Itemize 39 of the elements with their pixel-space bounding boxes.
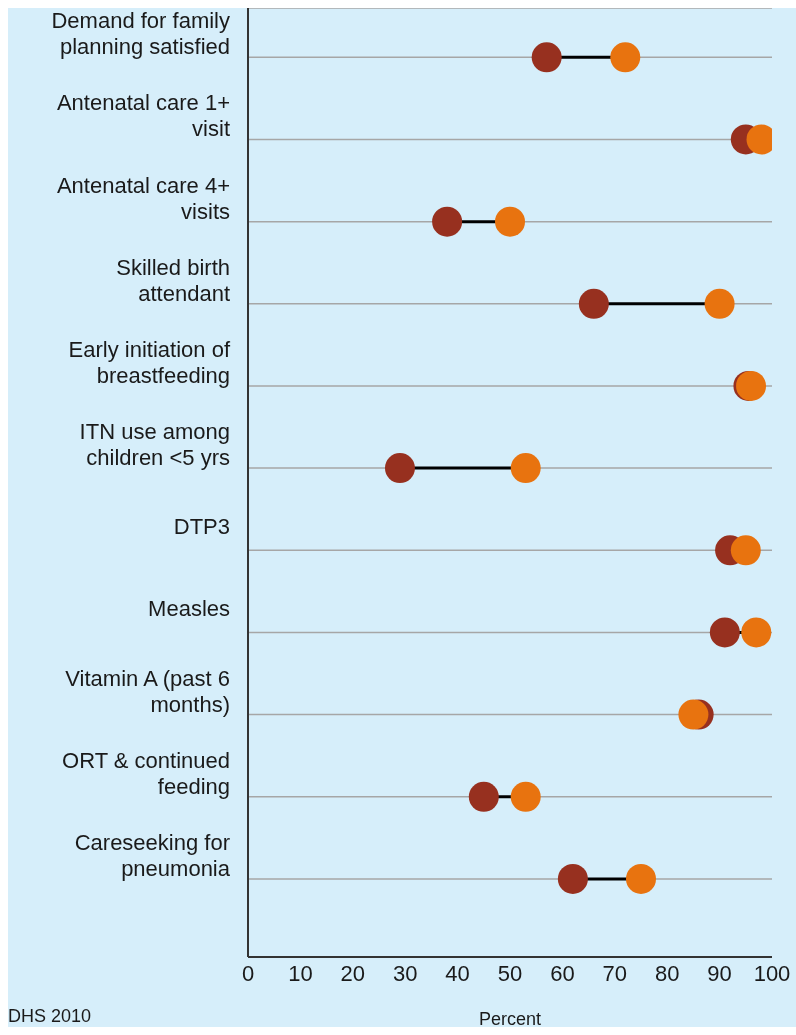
point (510, 453, 541, 484)
x-tick-label: 40 (445, 960, 470, 986)
x-tick-label: 0 (241, 960, 255, 986)
y-tick-label: Antenatal care 1+ visit (56, 90, 230, 142)
y-tick-label: Skilled birth attendant (116, 254, 230, 306)
point (704, 288, 735, 319)
text: DHS 2010 (8, 1006, 92, 1027)
x-axis-title: Percent (478, 1009, 542, 1029)
point (495, 206, 525, 237)
x-tick-label: 100 (753, 960, 791, 986)
y-tick-label: Vitamin A (past 6 months) (65, 665, 230, 717)
y-tick-label: Early initiation of breastfeeding (68, 336, 231, 388)
x-tick-label: 80 (654, 960, 680, 986)
point (510, 781, 541, 812)
point (557, 863, 588, 894)
x-tick-label: 90 (707, 960, 732, 986)
y-tick-label: DTP3 (173, 514, 230, 540)
x-tick-label: 10 (288, 960, 313, 986)
point (626, 863, 656, 894)
y-tick-label: Careseeking for pneumonia (74, 829, 231, 881)
y-tick-label: ITN use among children <5 yrs (79, 419, 230, 471)
y-tick-label: Antenatal care 4+ visits (56, 172, 230, 224)
point (531, 42, 562, 73)
point (384, 453, 415, 484)
point (578, 288, 609, 319)
point (432, 206, 463, 237)
x-tick-label: 20 (340, 960, 366, 986)
point (730, 535, 761, 566)
point (610, 42, 641, 73)
y-tick-label: Measles (148, 596, 230, 622)
x-tick-label: 50 (497, 960, 523, 986)
point (709, 617, 740, 648)
y-tick-label: Demand for family planning satisfied (51, 8, 230, 60)
x-tick-label: 60 (550, 960, 575, 986)
point (468, 781, 499, 812)
x-tick-label: 70 (602, 960, 628, 986)
x-tick-label: 30 (392, 960, 418, 986)
y-tick-label: ORT & continued feeding (62, 747, 230, 799)
point (741, 617, 772, 648)
